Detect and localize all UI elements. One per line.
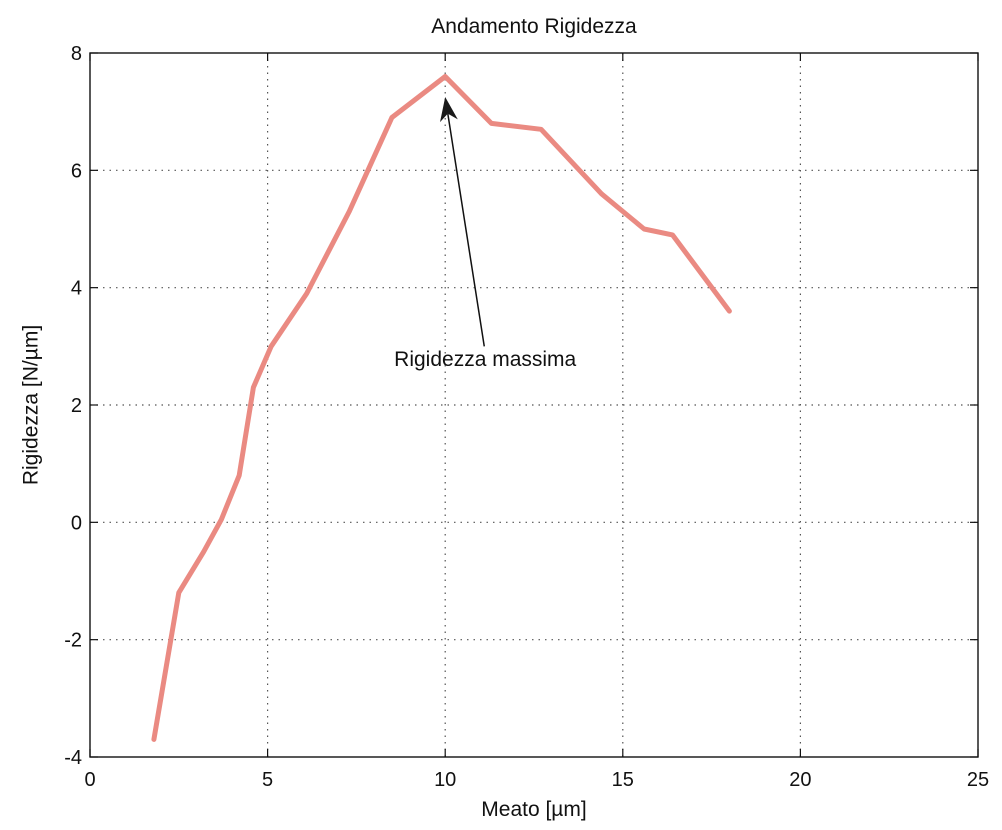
chart-title: Andamento Rigidezza (431, 15, 637, 38)
x-tick-label-2: 10 (434, 769, 456, 791)
x-tick-label-1: 5 (262, 769, 273, 791)
y-tick-label-5: 6 (71, 160, 82, 182)
x-tick-label-4: 20 (789, 769, 811, 791)
x-tick-label-0: 0 (84, 769, 95, 791)
annotation-arrow-shaft-0 (447, 113, 486, 347)
annotation-arrow-head-0 (440, 97, 458, 123)
x-axis-label: Meato [µm] (481, 798, 586, 821)
y-tick-label-6: 8 (71, 43, 82, 65)
y-axis-label: Rigidezza [N/µm] (19, 325, 42, 485)
series-layer (151, 74, 732, 742)
grid (90, 53, 978, 757)
y-tick-label-4: 4 (71, 278, 82, 300)
annotation-layer: Rigidezza massima (394, 97, 577, 371)
y-tick-label-2: 0 (71, 512, 82, 534)
x-tick-label-3: 15 (612, 769, 634, 791)
series-line-0 (151, 74, 732, 742)
y-tick-label-0: -4 (64, 747, 82, 769)
annotation-label-0: Rigidezza massima (394, 348, 576, 371)
y-tick-label-3: 2 (71, 395, 82, 417)
plot-frame (89, 52, 979, 758)
y-tick-label-1: -2 (64, 630, 82, 652)
x-tick-label-5: 25 (967, 769, 989, 791)
